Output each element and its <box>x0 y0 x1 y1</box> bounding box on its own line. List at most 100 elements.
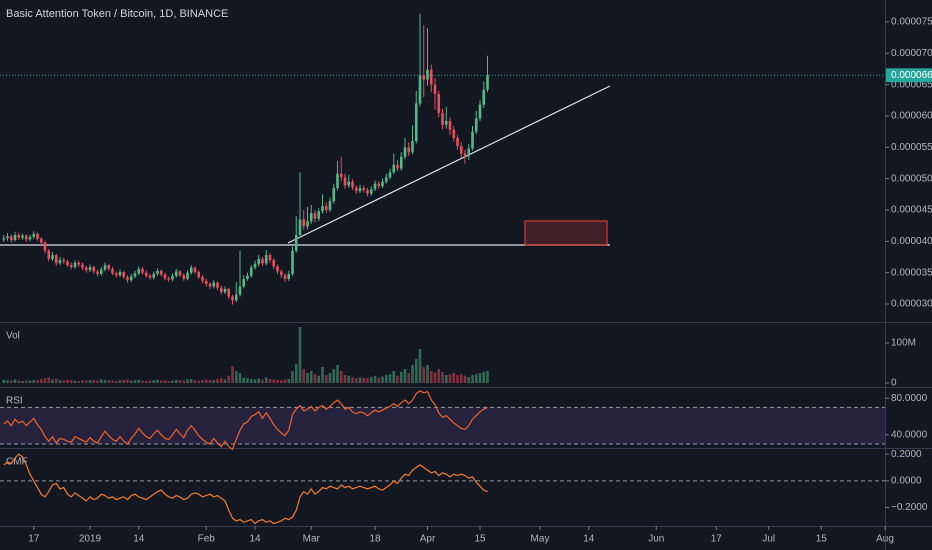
volume-bar <box>373 375 377 383</box>
candle-body <box>167 278 171 280</box>
volume-bar <box>62 380 66 383</box>
volume-bar <box>231 366 234 383</box>
candle-body <box>354 187 358 192</box>
rsi-band <box>0 407 885 444</box>
y-tick-label: 0.2000 <box>891 449 922 460</box>
candle-body <box>309 213 313 222</box>
y-tick-label: 0.00007500 <box>891 17 932 28</box>
candle-body <box>111 268 114 274</box>
y-tick-label: 0.00005000 <box>891 173 932 184</box>
candle-body <box>6 236 9 239</box>
volume-bar <box>287 379 291 383</box>
volume-bar <box>21 381 24 383</box>
candle-body <box>141 268 144 273</box>
candle-body <box>73 262 77 268</box>
volume-bar <box>197 380 201 383</box>
volume-bar <box>276 379 279 383</box>
candle-body <box>159 270 163 275</box>
volume-bar <box>437 369 441 383</box>
candle-body <box>144 272 148 276</box>
volume-bar <box>47 377 51 383</box>
x-tick-label: 18 <box>369 534 381 545</box>
volume-bar <box>486 371 489 383</box>
candle-body <box>279 271 283 276</box>
volume-bar <box>324 375 328 383</box>
x-tick-label: Feb <box>198 534 216 545</box>
volume-bar <box>54 378 58 383</box>
candle-body <box>362 188 366 190</box>
volume-bar <box>144 381 148 383</box>
volume-bar <box>17 380 21 383</box>
volume-bar <box>343 375 347 383</box>
volume-bar <box>399 371 403 383</box>
candle-body <box>448 120 452 130</box>
volume-bar <box>302 369 306 383</box>
candle-body <box>396 164 399 169</box>
candle-body <box>13 235 17 241</box>
candle-body <box>429 69 433 85</box>
candle-body <box>171 275 174 280</box>
candle-body <box>347 181 351 186</box>
candle-body <box>114 273 118 276</box>
candle-body <box>242 278 246 287</box>
volume-bar <box>9 380 13 383</box>
candle-body <box>328 201 332 210</box>
volume-bar <box>448 374 452 383</box>
volume-bar <box>24 380 28 383</box>
volume-bar <box>204 379 208 383</box>
y-tick-label: 40.0000 <box>891 429 928 440</box>
volume-bar <box>467 377 471 383</box>
x-tick-label: Mar <box>303 534 321 545</box>
volume-bar <box>471 375 474 383</box>
trend-line <box>287 85 611 244</box>
y-tick-label: 0.00004000 <box>891 236 932 247</box>
volume-bar <box>39 379 43 383</box>
volume-bar <box>152 380 156 383</box>
volume-bar <box>381 376 384 383</box>
volume-bar <box>178 380 182 383</box>
y-tick-label: 0.00006500 <box>891 79 932 90</box>
volume-bar <box>407 373 411 383</box>
candle-body <box>77 262 81 265</box>
candle-body <box>257 258 261 264</box>
volume-bar <box>58 380 62 383</box>
volume-bar <box>433 373 437 383</box>
candle-body <box>287 273 291 279</box>
volume-bar <box>309 371 313 383</box>
candle-body <box>302 219 306 227</box>
x-tick-label: 2019 <box>79 534 102 545</box>
x-tick-label: Jun <box>648 534 664 545</box>
candle-body <box>403 147 407 157</box>
x-tick-label: 14 <box>583 534 595 545</box>
candle-body <box>81 264 84 268</box>
volume-bar <box>118 380 122 383</box>
x-tick-label: Aug <box>876 534 894 545</box>
volume-bar <box>96 380 99 383</box>
volume-bar <box>249 379 253 383</box>
volume-bar <box>366 378 369 383</box>
volume-bar <box>463 375 467 383</box>
candle-body <box>66 261 69 266</box>
volume-bar <box>2 379 6 383</box>
volume-bar <box>298 327 302 383</box>
volume-bar <box>73 380 77 383</box>
candle-body <box>51 255 54 259</box>
candle-body <box>339 173 343 178</box>
volume-bar <box>182 380 186 383</box>
candle-body <box>478 104 482 119</box>
volume-bar <box>171 380 174 383</box>
volume-bar <box>28 380 32 383</box>
volume-bar <box>234 371 238 383</box>
candle-body <box>17 235 21 238</box>
volume-bar <box>456 375 459 383</box>
candle-body <box>133 273 137 277</box>
volume-bar <box>208 379 212 383</box>
volume-bar <box>414 359 418 383</box>
volume-bar <box>396 375 399 383</box>
last-price-box <box>886 68 932 83</box>
candle-body <box>107 265 111 269</box>
pane-title: Vol <box>6 331 20 342</box>
candle-body <box>2 238 6 240</box>
